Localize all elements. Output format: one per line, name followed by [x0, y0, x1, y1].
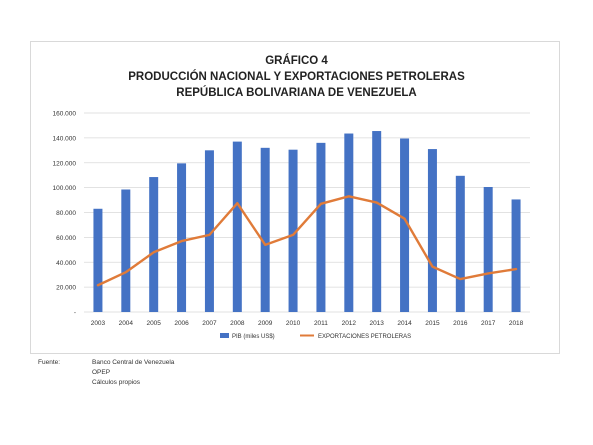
source-line: Cálculos propios: [92, 379, 141, 386]
y-tick-label: 20.000: [56, 285, 76, 292]
legend-label-exportaciones: EXPORTACIONES PETROLERAS: [318, 334, 411, 340]
bar: [232, 141, 242, 312]
bar: [427, 149, 437, 312]
y-tick-label: 160.000: [53, 111, 77, 118]
chart-title-line-1: GRÁFICO 4: [265, 55, 328, 67]
x-tick-label: 2010: [286, 320, 301, 327]
x-tick-label: 2005: [146, 320, 161, 327]
x-tick-label: 2018: [509, 320, 524, 327]
line-exportaciones: [96, 195, 518, 287]
x-tick-label: 2012: [342, 320, 357, 327]
legend-label-pib: PIB (miles US$): [232, 334, 275, 340]
x-tick-label: 2011: [314, 320, 328, 327]
x-tick-label: 2009: [258, 320, 273, 327]
source-label: Fuente:: [38, 359, 61, 366]
bar: [121, 189, 131, 312]
y-tick-label: -: [74, 310, 76, 317]
bar: [93, 208, 103, 312]
x-tick-label: 2003: [91, 320, 106, 327]
x-tick-label: 2014: [397, 320, 412, 327]
x-tick-label: 2015: [425, 320, 440, 327]
y-tick-label: 60.000: [56, 235, 76, 242]
bar: [260, 147, 270, 312]
bar: [177, 163, 187, 312]
y-tick-label: 140.000: [53, 135, 77, 142]
x-tick-label: 2016: [453, 320, 468, 327]
bar: [400, 138, 410, 312]
source-line: OPEP: [92, 369, 111, 376]
chart-title-line-2: PRODUCCIÓN NACIONAL Y EXPORTACIONES PETR…: [128, 71, 465, 83]
y-tick-label: 80.000: [56, 210, 76, 217]
legend-swatch-pib: [220, 333, 229, 338]
x-tick-label: 2007: [202, 320, 217, 327]
bar: [455, 175, 465, 312]
bar: [483, 187, 493, 312]
y-tick-label: 100.000: [53, 185, 77, 192]
y-tick-label: 40.000: [56, 260, 76, 267]
x-tick-label: 2008: [230, 320, 245, 327]
bar: [511, 199, 521, 312]
x-tick-label: 2004: [119, 320, 134, 327]
bar: [344, 133, 354, 312]
y-tick-label: 120.000: [53, 160, 77, 167]
bar: [372, 131, 382, 312]
bar: [288, 149, 298, 312]
x-tick-label: 2013: [369, 320, 384, 327]
source-list: Banco Central de Venezuela OPEP Cálculos…: [92, 358, 174, 388]
x-tick-label: 2017: [481, 320, 496, 327]
chart-title-line-3: REPÚBLICA BOLIVARIANA DE VENEZUELA: [176, 87, 417, 99]
bar: [149, 177, 159, 312]
source-line: Banco Central de Venezuela: [92, 359, 175, 366]
bar: [316, 142, 326, 312]
x-tick-label: 2006: [174, 320, 189, 327]
bar: [204, 150, 214, 312]
